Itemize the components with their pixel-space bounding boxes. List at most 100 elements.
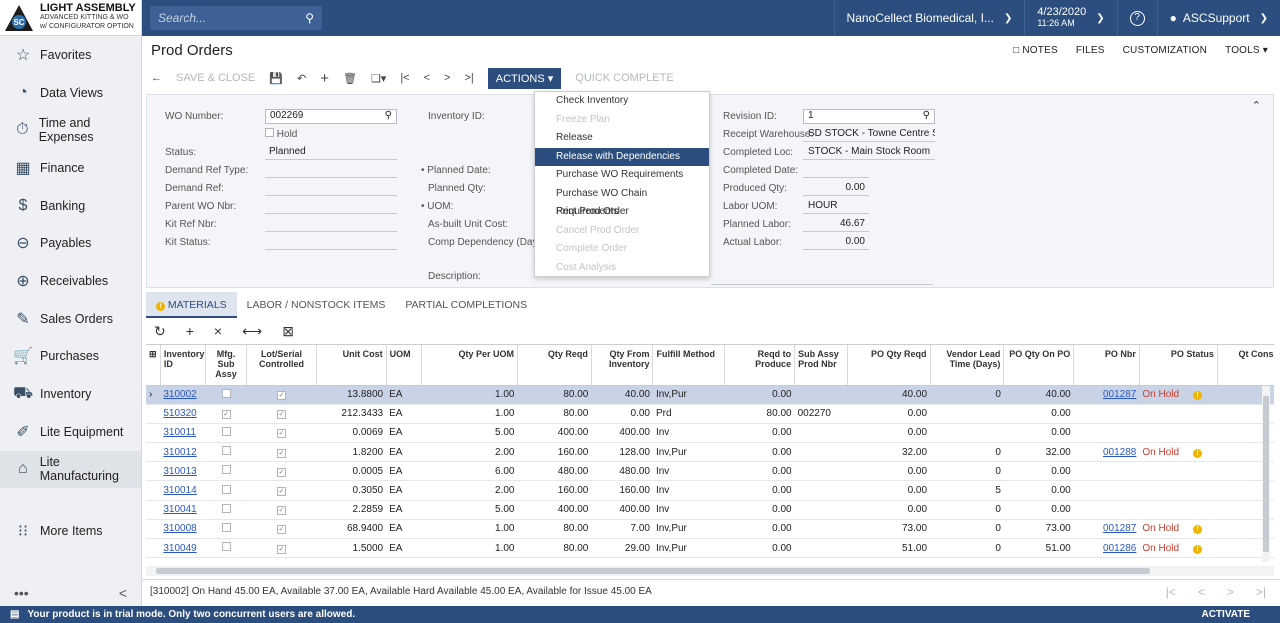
delete-icon[interactable]: 🗑 — [342, 72, 357, 85]
previous-record-icon[interactable]: < — [423, 72, 431, 84]
row-selector[interactable] — [146, 423, 161, 444]
collapse-sidebar-icon[interactable]: < — [118, 585, 127, 601]
row-selector[interactable]: › — [146, 385, 161, 405]
wo-number-field[interactable]: 002269 ⚲ — [265, 109, 397, 124]
receipt-warehouse-field[interactable]: SD STOCK - Towne Centre Stoc — [803, 128, 935, 142]
row-selector[interactable] — [146, 461, 161, 482]
vertical-scrollbar[interactable] — [1262, 386, 1270, 562]
cell-lot[interactable]: ✓ — [246, 423, 317, 444]
help-button[interactable]: ? — [1116, 0, 1157, 36]
cell-lot[interactable]: ✓ — [246, 500, 317, 520]
cell-id[interactable]: 310049 — [160, 538, 206, 559]
column-header-unit-cost[interactable]: Unit Cost — [316, 345, 387, 386]
labor-uom-field[interactable]: HOUR — [803, 200, 869, 214]
po-number-link[interactable]: 001288 — [1103, 446, 1137, 458]
add-row-icon[interactable]: + — [185, 323, 194, 339]
last-record-icon[interactable]: >| — [464, 72, 474, 84]
menu-item-freeze-plan[interactable]: Freeze Plan — [556, 113, 610, 125]
table-row[interactable]: › 310002 ✓ 13.8800 EA 1.00 80.00 40.00 Inv,Pur 0.… — [146, 385, 1274, 405]
back-arrow-icon[interactable]: ← — [151, 72, 162, 84]
scrollbar-thumb[interactable] — [156, 568, 1150, 574]
row-selector[interactable] — [146, 538, 161, 559]
table-row[interactable]: 310013 ✓ 0.0005 EA 6.00 480.00 480.00 Inv 0.00 0.… — [146, 461, 1274, 482]
inventory-id-link[interactable]: 310014 — [163, 485, 197, 497]
menu-item-purchase-wo-chain-requirements[interactable]: Purchase WO Chain Requirements — [556, 187, 648, 218]
select-all-header[interactable]: ⊞ — [146, 345, 161, 386]
cell-lot[interactable]: ✓ — [246, 538, 317, 559]
column-header-lot-serial-controlled[interactable]: Lot/Serial Controlled — [246, 345, 317, 386]
add-icon[interactable]: + — [320, 69, 329, 87]
quick-complete-button[interactable]: QUICK COMPLETE — [575, 72, 674, 84]
cell-sub[interactable] — [205, 461, 247, 482]
column-header-fulfill-method[interactable]: Fulfill Method — [652, 345, 726, 386]
search-input[interactable]: Search... — [158, 11, 207, 25]
column-header-uom[interactable]: UOM — [386, 345, 422, 386]
table-row[interactable]: 310014 ✓ 0.3050 EA 2.00 160.00 160.00 Inv 0.00 0.… — [146, 480, 1274, 501]
search-icon[interactable]: ⚲ — [384, 110, 392, 121]
inventory-id-link[interactable]: 310008 — [163, 523, 197, 535]
company-selector[interactable]: NanoCellect Biomedical, I... ❯ — [833, 0, 1025, 36]
tab-labor-nonstock[interactable]: LABOR / NONSTOCK ITEMS — [246, 299, 386, 311]
cell-sub[interactable] — [205, 519, 247, 540]
completed-date-field[interactable] — [803, 164, 869, 178]
cell-lot[interactable]: ✓ — [246, 461, 317, 482]
column-header-qt-consume[interactable]: Qt Consume — [1217, 345, 1274, 386]
demand-ref-field[interactable] — [265, 182, 397, 196]
cell-lot[interactable]: ✓ — [246, 442, 317, 463]
column-header-po-status[interactable]: PO Status — [1139, 345, 1218, 386]
inventory-id-link[interactable]: 310041 — [163, 504, 197, 516]
sidebar-item-lite-equipment[interactable]: ✐ Lite Equipment — [0, 413, 141, 451]
sidebar-item-more-items[interactable]: ⁝⁝ More Items — [0, 512, 141, 550]
next-page-icon[interactable]: > — [1226, 584, 1234, 599]
first-page-icon[interactable]: |< — [1165, 584, 1176, 599]
column-header-po-nbr[interactable]: PO Nbr — [1073, 345, 1140, 386]
po-number-link[interactable]: 001287 — [1103, 389, 1137, 401]
menu-item-purchase-wo-requirements[interactable]: Purchase WO Requirements — [556, 169, 684, 180]
menu-item-cancel-prod-order[interactable]: Cancel Prod Order — [556, 224, 640, 236]
produced-qty-field[interactable]: 0.00 — [803, 182, 869, 196]
sidebar-item-favorites[interactable]: ☆ Favorites — [0, 36, 141, 74]
po-number-link[interactable]: 001287 — [1103, 523, 1137, 535]
horizontal-scrollbar[interactable] — [146, 566, 1274, 576]
inventory-id-link[interactable]: 310013 — [163, 465, 197, 477]
cell-lot[interactable]: ✓ — [246, 480, 317, 501]
search-icon[interactable]: ⚲ — [305, 11, 314, 25]
cell-ponbr[interactable]: 001287 — [1073, 519, 1140, 540]
sidebar-item-payables[interactable]: ⊖ Payables — [0, 224, 141, 262]
sidebar-item-lite-manufacturing[interactable]: ⌂ Lite Manufacturing — [0, 450, 141, 489]
previous-page-icon[interactable]: < — [1197, 584, 1205, 599]
inventory-id-link[interactable]: 510320 — [163, 408, 197, 420]
cell-ponbr[interactable] — [1073, 461, 1140, 482]
po-number-link[interactable]: 001286 — [1103, 542, 1137, 554]
undo-icon[interactable]: ↶ — [296, 72, 307, 85]
column-header-qty-reqd[interactable]: Qty Reqd — [517, 345, 592, 386]
cell-sub[interactable] — [205, 500, 247, 520]
cell-sub[interactable]: ✓ — [205, 404, 247, 424]
kit-status-field[interactable] — [265, 236, 397, 250]
description-field[interactable] — [711, 271, 933, 285]
cell-sub[interactable] — [205, 423, 247, 444]
cell-sub[interactable] — [205, 538, 247, 559]
cell-id[interactable]: 310014 — [160, 480, 206, 501]
column-header-po-qty-reqd[interactable]: PO Qty Reqd — [847, 345, 931, 386]
save-icon[interactable]: 💾 — [269, 72, 283, 85]
table-row[interactable]: 310041 ✓ 2.2859 EA 5.00 400.00 400.00 Inv 0.00 0.… — [146, 500, 1274, 520]
sidebar-item-sales-orders[interactable]: ✎ Sales Orders — [0, 300, 141, 338]
customization-link[interactable]: CUSTOMIZATION — [1122, 44, 1208, 56]
menu-item-release-with-dependencies[interactable]: Release with Dependencies — [535, 147, 709, 166]
menu-item-check-inventory[interactable]: Check Inventory — [556, 95, 629, 106]
cell-lot[interactable]: ✓ — [246, 519, 317, 540]
cell-sub[interactable] — [205, 442, 247, 463]
status-field[interactable]: Planned — [265, 146, 397, 160]
cell-id[interactable]: 510320 — [160, 404, 206, 424]
sidebar-item-banking[interactable]: $ Banking — [0, 187, 141, 225]
cell-id[interactable]: 310041 — [160, 500, 206, 520]
completed-loc-field[interactable]: STOCK - Main Stock Room — [803, 146, 935, 160]
files-link[interactable]: FILES — [1075, 44, 1105, 56]
menu-item-print-prod-order[interactable]: Print Prod Order — [556, 206, 629, 217]
column-header-mfg-sub-assy[interactable]: Mfg. Sub Assy — [205, 345, 248, 386]
column-header-sub-assy-prod-nbr[interactable]: Sub Assy Prod Nbr — [794, 345, 849, 386]
user-menu[interactable]: ● ASCSupport ❯ — [1156, 0, 1280, 36]
copy-paste-icon[interactable]: ❏▾ — [370, 72, 387, 85]
scrollbar-thumb[interactable] — [1263, 396, 1269, 552]
